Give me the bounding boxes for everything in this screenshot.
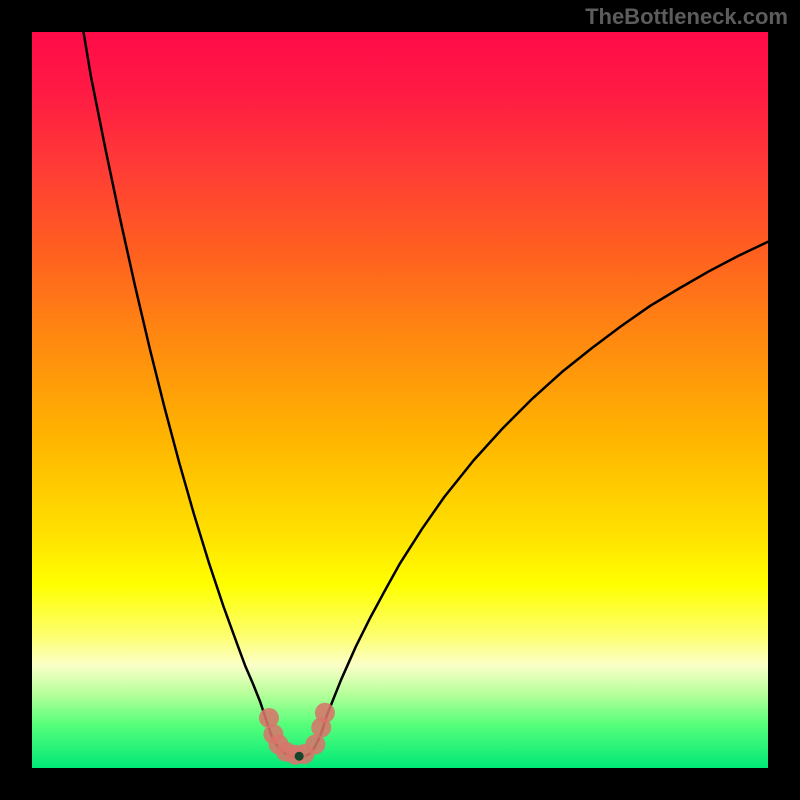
watermark-text: TheBottleneck.com: [585, 4, 788, 30]
valley-min-marker: [295, 752, 304, 761]
chart-canvas: TheBottleneck.com: [0, 0, 800, 800]
bottleneck-curve: [84, 32, 768, 757]
valley-marker-dot: [315, 703, 335, 723]
plot-area: [32, 32, 768, 768]
curve-layer: [32, 32, 768, 768]
